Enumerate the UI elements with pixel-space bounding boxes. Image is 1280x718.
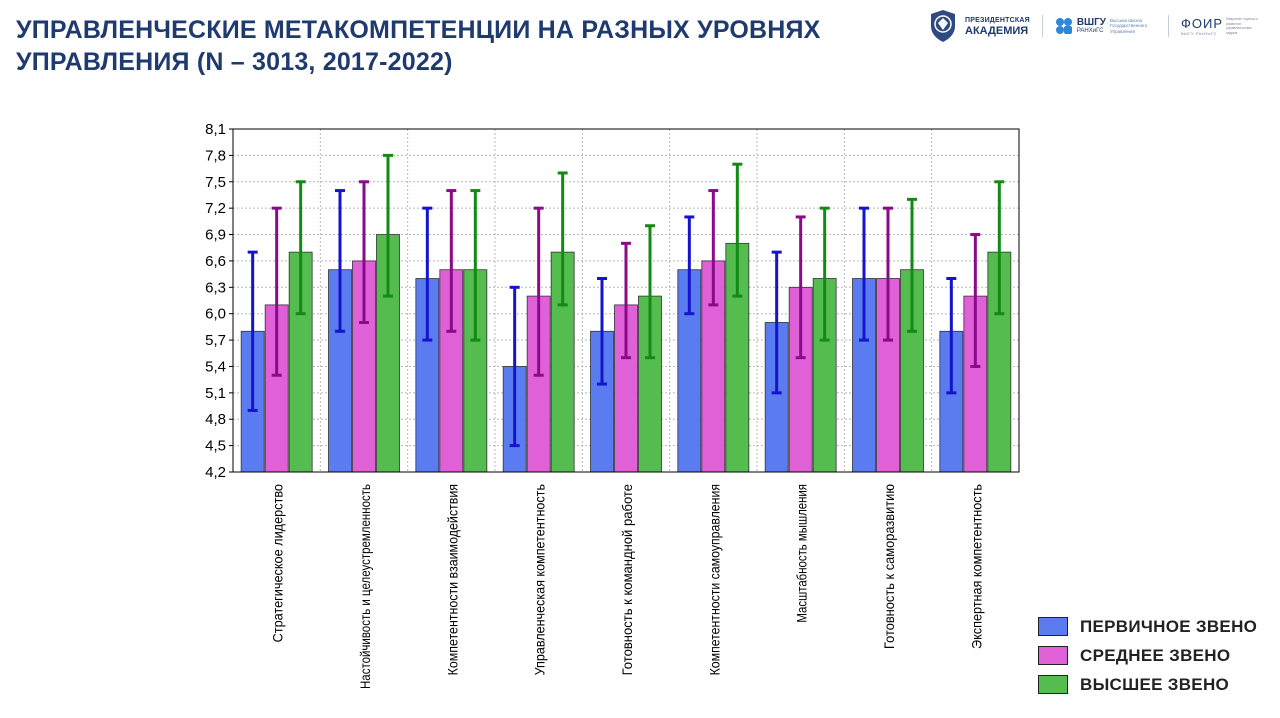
x-category-label: Готовность к командной работе (619, 484, 635, 676)
x-category-label: Стратегическое лидерство (270, 484, 286, 643)
academy-logo-line1: ПРЕЗИДЕНТСКАЯ (965, 17, 1030, 24)
presidential-academy-logo: ПРЕЗИДЕНТСКАЯ АКАДЕМИЯ (927, 8, 1030, 44)
page-title: УПРАВЛЕНЧЕСКИЕ МЕТАКОМПЕТЕНЦИИ НА РАЗНЫХ… (16, 16, 821, 76)
logo-bar: ПРЕЗИДЕНТСКАЯ АКАДЕМИЯ ВШГУ РАНХиГС Высш… (927, 4, 1262, 48)
x-category-label: Готовность к саморазвитию (881, 484, 897, 649)
vshgu-logo: ВШГУ РАНХиГС Высшая Школа Государственно… (1055, 17, 1156, 35)
foir-logo-subtitle: ВШГУ РАНХиГС (1180, 31, 1217, 36)
legend-item-primary: ПЕРВИЧНОЕ ЗВЕНО (1038, 612, 1257, 641)
foir-logo-description: Факультет оценки и развития управленческ… (1226, 17, 1258, 35)
legend-swatch-top (1038, 675, 1068, 694)
x-category-label: Компетентности взаимодействия (444, 484, 460, 675)
chart-legend: ПЕРВИЧНОЕ ЗВЕНО СРЕДНЕЕ ЗВЕНО ВЫСШЕЕ ЗВЕ… (1038, 612, 1257, 699)
logo-divider (1041, 15, 1043, 37)
y-tick-label: 7,5 (205, 174, 226, 191)
legend-item-top: ВЫСШЕЕ ЗВЕНО (1038, 670, 1257, 699)
plot-frame (232, 128, 1020, 473)
y-tick-label: 6,3 (205, 279, 226, 296)
y-tick-label: 7,8 (205, 147, 226, 164)
y-tick-label: 4,5 (205, 438, 226, 455)
y-tick-label: 4,2 (205, 464, 226, 481)
legend-swatch-primary (1038, 617, 1068, 636)
legend-label-middle: СРЕДНЕЕ ЗВЕНО (1080, 645, 1231, 665)
y-tick-label: 5,4 (205, 358, 226, 375)
y-tick-label: 7,2 (205, 200, 226, 217)
foir-logo: ФОИР ВШГУ РАНХиГС Факультет оценки и раз… (1181, 16, 1262, 36)
logo-divider (1167, 15, 1169, 37)
y-tick-label: 6,6 (205, 253, 226, 270)
x-category-label: Настойчивость и целеустремленность (357, 484, 373, 689)
legend-swatch-middle (1038, 646, 1068, 665)
y-tick-label: 4,8 (205, 411, 226, 428)
academy-logo-line2: АКАДЕМИЯ (965, 25, 1029, 37)
x-category-label: Масштабность мышления (794, 484, 810, 623)
legend-item-middle: СРЕДНЕЕ ЗВЕНО (1038, 641, 1257, 670)
legend-label-top: ВЫСШЕЕ ЗВЕНО (1080, 674, 1230, 694)
vshgu-logo-title: ВШГУ (1076, 16, 1106, 28)
x-category-label: Управленческая компетентность (532, 484, 548, 675)
academy-emblem-icon (931, 10, 956, 42)
vshgu-mark-icon (1055, 18, 1072, 34)
vshgu-logo-subtitle: РАНХиГС (1076, 27, 1104, 34)
legend-label-primary: ПЕРВИЧНОЕ ЗВЕНО (1080, 616, 1258, 636)
x-category-label: Компетентности самоуправления (706, 484, 722, 675)
y-tick-label: 5,1 (205, 385, 226, 402)
x-category-label: Экспертная компетентность (968, 484, 984, 649)
y-tick-label: 6,9 (205, 227, 226, 244)
vshgu-logo-description: Высшая Школа Государственного Управления (1109, 17, 1148, 34)
y-tick-label: 8,1 (205, 121, 226, 138)
y-tick-label: 6,0 (205, 306, 226, 323)
y-tick-label: 5,7 (205, 332, 226, 349)
foir-logo-title: ФОИР (1180, 16, 1223, 31)
